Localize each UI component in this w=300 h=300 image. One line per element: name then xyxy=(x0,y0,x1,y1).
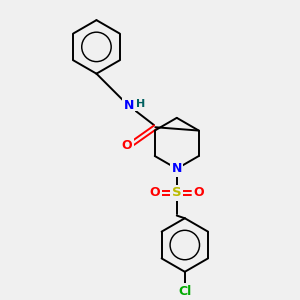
Text: N: N xyxy=(123,99,134,112)
Text: O: O xyxy=(194,186,204,199)
Text: Cl: Cl xyxy=(178,285,191,298)
Text: O: O xyxy=(149,186,160,199)
Text: O: O xyxy=(122,140,132,152)
Text: S: S xyxy=(172,186,182,199)
Text: H: H xyxy=(136,100,145,110)
Text: N: N xyxy=(172,162,182,175)
